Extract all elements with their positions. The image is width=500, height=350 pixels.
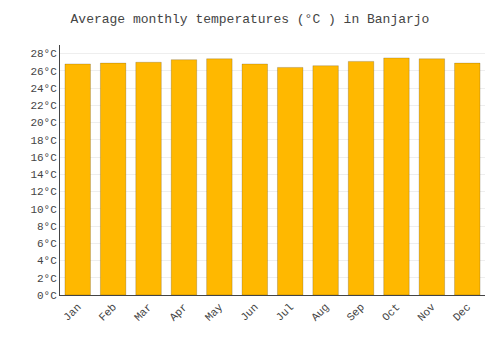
svg-text:16°C: 16°C (30, 152, 57, 164)
svg-text:Sep: Sep (345, 301, 367, 323)
svg-text:28°C: 28°C (30, 48, 57, 60)
svg-text:24°C: 24°C (30, 83, 57, 95)
svg-text:Dec: Dec (451, 301, 473, 323)
svg-text:18°C: 18°C (30, 135, 57, 147)
svg-text:12°C: 12°C (30, 186, 57, 198)
svg-text:10°C: 10°C (30, 204, 57, 216)
svg-text:Nov: Nov (415, 301, 438, 324)
svg-text:4°C: 4°C (37, 255, 57, 267)
svg-text:8°C: 8°C (37, 221, 57, 233)
svg-text:Oct: Oct (380, 301, 402, 323)
svg-text:Average monthly temperatures (: Average monthly temperatures (°C ) in Ba… (71, 12, 430, 27)
svg-text:May: May (203, 301, 226, 324)
svg-text:Mar: Mar (132, 301, 154, 323)
svg-text:Feb: Feb (97, 301, 119, 323)
svg-text:0°C: 0°C (37, 290, 57, 302)
svg-text:14°C: 14°C (30, 169, 57, 181)
svg-text:20°C: 20°C (30, 117, 57, 129)
svg-text:Jun: Jun (238, 301, 260, 323)
svg-text:Aug: Aug (309, 301, 331, 323)
svg-text:Jan: Jan (61, 301, 83, 323)
svg-text:26°C: 26°C (30, 66, 57, 78)
svg-text:22°C: 22°C (30, 100, 57, 112)
svg-text:Apr: Apr (167, 301, 189, 323)
svg-text:2°C: 2°C (37, 273, 57, 285)
svg-text:Jul: Jul (274, 301, 296, 323)
svg-text:6°C: 6°C (37, 238, 57, 250)
